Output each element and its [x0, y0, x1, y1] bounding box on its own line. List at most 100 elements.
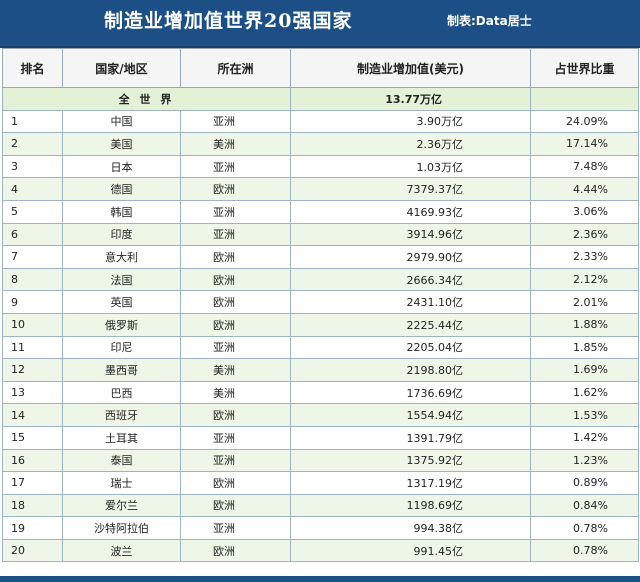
share-cell: 2.12% — [530, 267, 639, 292]
world-value: 13.77万亿 — [290, 87, 531, 111]
share-cell: 0.78% — [530, 516, 639, 540]
country-cell: 西班牙 — [62, 403, 181, 427]
table-row: 1 中国 亚洲 3.90万亿 24.09% — [2, 109, 639, 134]
rank-cell: 4 — [2, 177, 63, 201]
country-cell: 意大利 — [62, 245, 181, 269]
world-row: 全 世 界 13.77万亿 — [2, 87, 639, 111]
table-row: 2 美国 美洲 2.36万亿 17.14% — [2, 132, 639, 156]
table-row: 9 英国 欧洲 2431.10亿 2.01% — [2, 290, 639, 314]
share-cell: 0.78% — [530, 538, 639, 563]
country-cell: 爱尔兰 — [62, 493, 181, 518]
continent-cell: 欧洲 — [180, 177, 291, 201]
rank-cell: 5 — [2, 199, 63, 224]
country-cell: 墨西哥 — [62, 358, 181, 382]
header-row: 排名 国家/地区 所在洲 制造业增加值(美元) 占世界比重 — [2, 48, 639, 88]
header-country: 国家/地区 — [62, 48, 181, 88]
world-share — [530, 87, 639, 111]
rank-cell: 2 — [2, 132, 63, 156]
share-cell: 1.53% — [530, 403, 639, 427]
table-row: 10 俄罗斯 欧洲 2225.44亿 1.88% — [2, 312, 639, 337]
continent-cell: 欧洲 — [180, 267, 291, 292]
continent-cell: 亚洲 — [180, 199, 291, 224]
continent-cell: 亚洲 — [180, 335, 291, 360]
rank-cell: 3 — [2, 154, 63, 179]
continent-cell: 欧洲 — [180, 245, 291, 269]
header-share: 占世界比重 — [530, 48, 639, 88]
rank-cell: 9 — [2, 290, 63, 314]
value-cell: 2205.04亿 — [290, 335, 531, 360]
share-cell: 2.01% — [530, 290, 639, 314]
value-cell: 1375.92亿 — [290, 448, 531, 473]
table-row: 11 印尼 亚洲 2205.04亿 1.85% — [2, 335, 639, 360]
table-row: 12 墨西哥 美洲 2198.80亿 1.69% — [2, 358, 639, 382]
share-cell: 3.06% — [530, 199, 639, 224]
page-title: 制造业增加值世界20强国家 — [104, 10, 353, 32]
world-label: 全 世 界 — [2, 87, 291, 111]
table-row: 15 土耳其 亚洲 1391.79亿 1.42% — [2, 425, 639, 450]
rank-cell: 6 — [2, 222, 63, 247]
share-cell: 1.69% — [530, 358, 639, 382]
value-cell: 7379.37亿 — [290, 177, 531, 201]
value-cell: 994.38亿 — [290, 516, 531, 540]
country-cell: 日本 — [62, 154, 181, 179]
share-cell: 1.42% — [530, 425, 639, 450]
value-cell: 991.45亿 — [290, 538, 531, 563]
country-cell: 德国 — [62, 177, 181, 201]
continent-cell: 亚洲 — [180, 222, 291, 247]
country-cell: 中国 — [62, 109, 181, 134]
rank-cell: 8 — [2, 267, 63, 292]
value-cell: 2198.80亿 — [290, 358, 531, 382]
share-cell: 2.36% — [530, 222, 639, 247]
rank-cell: 16 — [2, 448, 63, 473]
rank-cell: 15 — [2, 425, 63, 450]
value-cell: 2.36万亿 — [290, 132, 531, 156]
country-cell: 美国 — [62, 132, 181, 156]
table-row: 4 德国 欧洲 7379.37亿 4.44% — [2, 177, 639, 201]
share-cell: 24.09% — [530, 109, 639, 134]
continent-cell: 亚洲 — [180, 154, 291, 179]
value-cell: 3.90万亿 — [290, 109, 531, 134]
table-row: 8 法国 欧洲 2666.34亿 2.12% — [2, 267, 639, 292]
continent-cell: 欧洲 — [180, 471, 291, 495]
rank-cell: 11 — [2, 335, 63, 360]
continent-cell: 欧洲 — [180, 312, 291, 337]
ranking-table: 排名 国家/地区 所在洲 制造业增加值(美元) 占世界比重 全 世 界 13.7… — [2, 48, 639, 563]
share-cell: 0.84% — [530, 493, 639, 518]
country-cell: 波兰 — [62, 538, 181, 563]
share-cell: 2.33% — [530, 245, 639, 269]
credit-text: 制表:Data居士 — [447, 14, 532, 28]
rank-cell: 12 — [2, 358, 63, 382]
share-cell: 1.62% — [530, 380, 639, 405]
table-row: 5 韩国 亚洲 4169.93亿 3.06% — [2, 199, 639, 224]
table-row: 16 泰国 亚洲 1375.92亿 1.23% — [2, 448, 639, 473]
footer-bar — [0, 576, 640, 582]
country-cell: 印尼 — [62, 335, 181, 360]
share-cell: 4.44% — [530, 177, 639, 201]
rank-cell: 19 — [2, 516, 63, 540]
continent-cell: 欧洲 — [180, 493, 291, 518]
header-value: 制造业增加值(美元) — [290, 48, 531, 88]
share-cell: 17.14% — [530, 132, 639, 156]
value-cell: 1198.69亿 — [290, 493, 531, 518]
continent-cell: 亚洲 — [180, 448, 291, 473]
rank-cell: 17 — [2, 471, 63, 495]
value-cell: 1.03万亿 — [290, 154, 531, 179]
value-cell: 1391.79亿 — [290, 425, 531, 450]
continent-cell: 美洲 — [180, 132, 291, 156]
rank-cell: 13 — [2, 380, 63, 405]
country-cell: 瑞士 — [62, 471, 181, 495]
country-cell: 泰国 — [62, 448, 181, 473]
continent-cell: 亚洲 — [180, 516, 291, 540]
continent-cell: 亚洲 — [180, 109, 291, 134]
value-cell: 1736.69亿 — [290, 380, 531, 405]
country-cell: 法国 — [62, 267, 181, 292]
continent-cell: 美洲 — [180, 358, 291, 382]
value-cell: 2979.90亿 — [290, 245, 531, 269]
table-row: 20 波兰 欧洲 991.45亿 0.78% — [2, 538, 639, 563]
continent-cell: 欧洲 — [180, 538, 291, 563]
title-bar: 制造业增加值世界20强国家 制表:Data居士 — [0, 0, 640, 48]
country-cell: 英国 — [62, 290, 181, 314]
country-cell: 沙特阿拉伯 — [62, 516, 181, 540]
country-cell: 土耳其 — [62, 425, 181, 450]
